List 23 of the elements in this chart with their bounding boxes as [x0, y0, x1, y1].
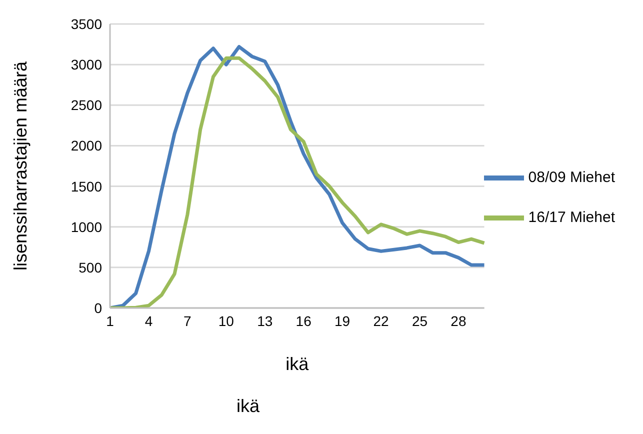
y-tick-label: 3000	[70, 56, 102, 73]
legend-label: 16/17 Miehet	[528, 208, 615, 226]
y-axis-title: lisenssiharrastajien määrä	[10, 60, 30, 271]
x-tick-label: 19	[334, 312, 350, 329]
x-tick-label: 7	[184, 312, 192, 329]
y-tick-label: 1500	[70, 178, 102, 194]
x-tick-label: 28	[450, 312, 466, 329]
x-axis-title: ikä	[286, 354, 310, 374]
y-tick-label: 500	[78, 259, 102, 276]
x-tick-label: 16	[296, 312, 312, 329]
y-tick-label: 0	[94, 300, 102, 316]
legend-label: 08/09 Miehet	[528, 168, 615, 186]
y-tick-label: 2000	[70, 138, 102, 154]
y-tick-label: 3500	[70, 16, 102, 32]
x-tick-label: 10	[218, 312, 234, 329]
x-tick-label: 25	[412, 312, 428, 329]
text: ikä	[235, 396, 260, 417]
y-tick-label: 2500	[70, 97, 102, 114]
x-tick-label: 1	[106, 312, 114, 329]
y-tick-label: 1000	[70, 218, 102, 235]
x-tick-label: 22	[373, 312, 390, 329]
x-tick-label: 4	[144, 312, 153, 329]
x-tick-label: 13	[257, 312, 273, 329]
